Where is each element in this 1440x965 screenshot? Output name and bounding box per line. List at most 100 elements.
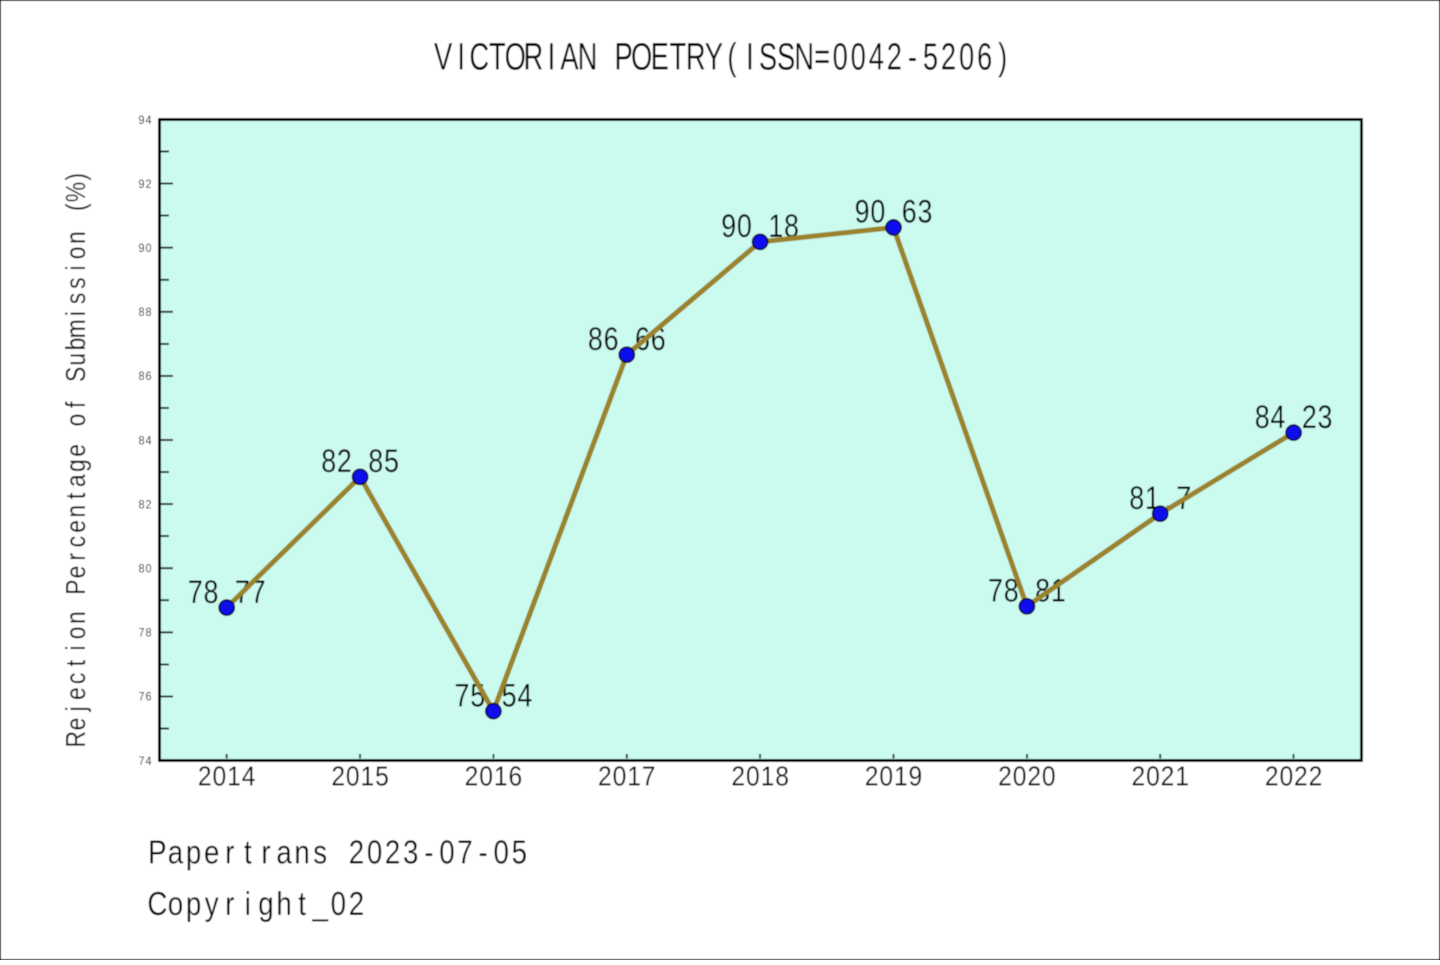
svg-text:%: % [61, 182, 92, 202]
svg-text:7: 7 [455, 678, 470, 714]
svg-text:O: O [631, 36, 652, 78]
svg-text:P: P [614, 36, 632, 78]
svg-text:4: 4 [145, 114, 152, 127]
svg-text:8: 8 [145, 627, 151, 640]
svg-text:7: 7 [188, 575, 203, 611]
svg-text:0: 0 [870, 195, 885, 231]
svg-text:R: R [686, 36, 706, 78]
svg-text:2: 2 [337, 444, 352, 480]
svg-text:.: . [490, 678, 497, 714]
svg-text:2: 2 [145, 178, 151, 191]
svg-text:V: V [434, 36, 452, 78]
svg-text:1: 1 [627, 760, 641, 792]
svg-text:4: 4 [145, 755, 152, 768]
svg-text:y: y [205, 886, 220, 923]
svg-text:5: 5 [384, 444, 399, 480]
svg-text:6: 6 [145, 371, 151, 384]
svg-text:1: 1 [361, 760, 375, 792]
svg-text:P: P [61, 580, 92, 595]
svg-text:N: N [794, 36, 814, 78]
svg-text:8: 8 [204, 575, 219, 611]
svg-text:1: 1 [768, 209, 783, 245]
svg-text:h: h [276, 886, 291, 923]
svg-text:2: 2 [1309, 760, 1323, 792]
svg-text:3: 3 [917, 195, 932, 231]
svg-text:5: 5 [512, 834, 527, 871]
svg-text:6: 6 [977, 36, 992, 78]
svg-text:3: 3 [1318, 400, 1333, 436]
svg-text:e: e [61, 718, 92, 731]
svg-text:2: 2 [1302, 400, 1317, 436]
svg-text:2: 2 [731, 760, 745, 792]
svg-text:m: m [61, 319, 92, 338]
svg-text:0: 0 [479, 760, 493, 792]
svg-text:9: 9 [138, 114, 144, 127]
svg-text:f: f [61, 401, 92, 408]
svg-text:4: 4 [145, 435, 152, 448]
svg-text:2: 2 [998, 760, 1012, 792]
svg-text:): ) [998, 36, 1007, 78]
svg-text:2: 2 [331, 760, 345, 792]
svg-text:(: ( [727, 36, 736, 78]
svg-text:o: o [61, 414, 92, 427]
svg-text:(: ( [61, 203, 92, 211]
svg-text:8: 8 [1004, 573, 1019, 609]
svg-text:6: 6 [604, 322, 619, 358]
svg-text:7: 7 [138, 755, 144, 768]
svg-text:8: 8 [321, 444, 336, 480]
svg-text:r: r [225, 886, 234, 923]
svg-text:r: r [61, 553, 92, 561]
svg-text:8: 8 [368, 444, 383, 480]
svg-text:2: 2 [145, 499, 151, 512]
svg-text:2: 2 [385, 834, 400, 871]
svg-text:2: 2 [598, 760, 612, 792]
svg-text:8: 8 [138, 435, 144, 448]
svg-text:r: r [225, 834, 234, 871]
svg-text:g: g [61, 459, 92, 472]
svg-text:2: 2 [941, 36, 956, 78]
svg-text:t: t [61, 493, 92, 499]
svg-text:Y: Y [705, 36, 723, 78]
svg-text:7: 7 [138, 691, 144, 704]
svg-text:9: 9 [855, 195, 870, 231]
svg-text:i: i [61, 645, 92, 650]
svg-text:2: 2 [1161, 760, 1175, 792]
svg-text:T: T [489, 36, 506, 78]
svg-text:e: e [61, 520, 92, 533]
svg-text:3: 3 [403, 834, 418, 871]
svg-text:o: o [61, 626, 92, 639]
svg-text:0: 0 [367, 834, 382, 871]
svg-text:0: 0 [494, 834, 509, 871]
svg-text:i: i [61, 265, 92, 270]
svg-text:6: 6 [508, 760, 522, 792]
svg-text:c: c [61, 536, 92, 548]
svg-text:.: . [1164, 481, 1171, 517]
svg-text:=: = [814, 36, 830, 78]
svg-text:8: 8 [138, 307, 144, 320]
svg-text:8: 8 [138, 499, 144, 512]
svg-text:I: I [746, 36, 754, 78]
svg-text:8: 8 [1255, 400, 1270, 436]
svg-text:2: 2 [887, 36, 902, 78]
svg-text:n: n [61, 231, 92, 244]
svg-text:2: 2 [349, 834, 364, 871]
svg-text:5: 5 [923, 36, 938, 78]
svg-text:2: 2 [1294, 760, 1308, 792]
svg-text:7: 7 [988, 573, 1003, 609]
svg-text:0: 0 [346, 760, 360, 792]
svg-text:S: S [777, 36, 795, 78]
svg-text:0: 0 [737, 209, 752, 245]
svg-text:t: t [61, 660, 92, 666]
svg-text:0: 0 [613, 760, 627, 792]
svg-text:e: e [61, 687, 92, 700]
svg-text:0: 0 [879, 760, 893, 792]
svg-text:O: O [505, 36, 526, 78]
svg-text:1: 1 [761, 760, 775, 792]
svg-text:2: 2 [1265, 760, 1279, 792]
svg-text:i: i [245, 886, 251, 923]
svg-text:1: 1 [494, 760, 508, 792]
svg-text:R: R [523, 36, 543, 78]
svg-text:2: 2 [349, 886, 364, 923]
svg-text:0: 0 [1042, 760, 1056, 792]
svg-text:I: I [457, 36, 465, 78]
